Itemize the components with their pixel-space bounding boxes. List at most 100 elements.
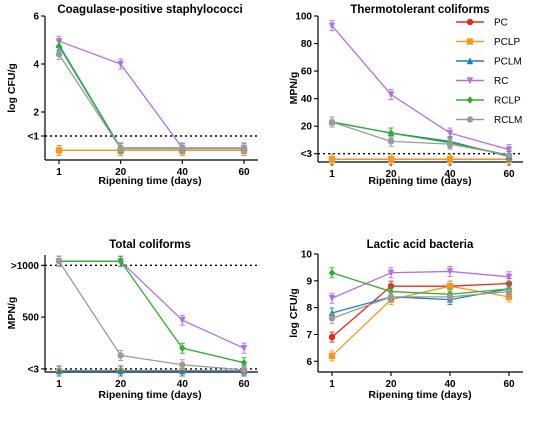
x-tick-label: 20 [115,167,127,178]
marker [179,344,186,352]
y-tick-label: 8 [306,303,312,314]
series-rclm [55,255,248,376]
marker [240,145,248,152]
x-tick-label: 60 [238,379,250,390]
x-axis-label: Ripening time (days) [98,175,201,187]
series-pclp [55,144,248,156]
marker [117,60,124,68]
x-tick-label: 60 [503,379,515,390]
y-tick-label: 500 [22,313,39,324]
marker [117,257,124,266]
marker [387,156,395,163]
marker [240,366,248,374]
x-axis-label: Ripening time (days) [368,175,471,187]
legend-item-rc: RC [456,76,508,87]
x-tick-label: 40 [444,169,456,180]
y-tick-label: <3 [301,149,313,160]
x-tick-label: 20 [385,169,397,180]
x-axis-label: Ripening time (days) [98,389,201,401]
marker [55,51,63,58]
marker [387,138,395,145]
marker [466,96,474,104]
marker [466,18,474,26]
marker [466,57,474,65]
legend-label: PC [494,18,508,29]
marker [387,293,395,301]
marker [55,42,63,50]
y-axis-label: MPN/g [6,297,18,330]
chart-panel-3 [41,255,258,377]
marker [179,361,186,368]
y-tick-label: 40 [301,94,313,105]
marker [466,116,474,123]
marker [387,269,395,277]
chart-panel-1 [41,15,258,164]
series-line [331,290,510,319]
y-tick-label: <3 [28,364,40,375]
marker [446,129,454,137]
series-line [58,40,244,149]
marker [466,77,474,85]
x-tick-label: 40 [444,379,456,390]
x-tick-label: 60 [238,167,250,178]
y-tick-label: 100 [295,12,312,23]
series-rclm [328,286,513,324]
x-tick-label: 40 [177,167,189,178]
marker [328,118,336,126]
marker [328,156,336,163]
y-tick-label: 6 [33,12,39,23]
y-tick-label: 2 [33,108,39,119]
legend-label: RC [494,76,508,87]
legend-item-rclm: RCLM [456,115,522,126]
chart-title: Thermotolerant coliforms [350,4,489,16]
series-pclm [328,283,513,319]
marker [179,317,186,325]
series-line [331,270,510,299]
x-tick-label: 20 [115,379,127,390]
y-axis-label: MPN/g [288,72,300,105]
marker [387,129,395,137]
marker [117,367,124,375]
marker [328,22,336,30]
series-line [331,282,510,338]
marker [387,91,395,99]
marker [505,288,513,295]
marker [55,258,63,265]
marker [117,145,124,152]
x-tick-label: 1 [56,379,62,390]
legend-label: PCLM [494,57,522,68]
marker [505,151,513,159]
series-rclm [55,48,248,154]
marker [179,145,186,152]
marker [328,333,336,341]
marker [446,282,454,290]
y-tick-label: 20 [301,122,313,133]
y-tick-label: >1000 [11,261,40,272]
series-line [331,272,510,295]
chart-title: Lactic acid bacteria [367,239,474,251]
marker [446,140,454,148]
legend: PC PCLP PCLM RC RCLP RCLM [456,18,522,126]
marker [55,147,63,154]
marker [446,268,454,276]
marker [328,268,336,277]
x-tick-label: 60 [503,169,515,180]
marker [117,352,124,359]
x-tick-label: 1 [56,167,62,178]
marker [328,309,336,317]
legend-label: RCLM [494,115,522,126]
series-rclp [55,255,248,369]
x-tick-label: 1 [329,169,335,180]
y-axis-label: log CFU/g [6,63,18,113]
y-axis-label: log CFU/g [288,288,300,338]
chart-title: Coagulase-positive staphylococci [57,4,242,16]
legend-item-rclp: RCLP [456,96,521,107]
series-line [331,121,510,156]
marker [55,367,63,375]
x-axis-label: Ripening time (days) [368,389,471,401]
chart-panel-2 [314,15,523,166]
series-line [331,121,510,156]
series-rc [328,20,513,156]
legend-item-pclm: PCLM [456,57,522,68]
y-tick-label: 7 [306,330,312,341]
